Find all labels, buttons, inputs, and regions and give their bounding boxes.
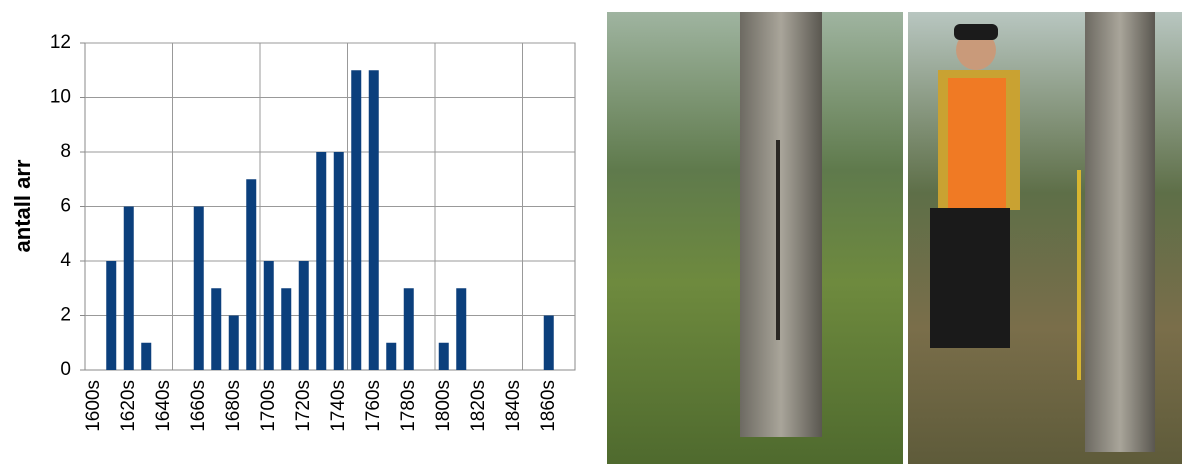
bar <box>246 179 257 370</box>
x-tick-label: 1600s <box>83 380 104 432</box>
y-tick-label: 0 <box>60 359 71 380</box>
bar <box>141 342 152 370</box>
y-tick-label: 12 <box>50 32 71 53</box>
bar <box>333 152 344 370</box>
x-tick-label: 1820s <box>468 380 489 432</box>
x-tick-label: 1700s <box>258 380 279 432</box>
bar <box>281 288 292 370</box>
bar <box>298 261 309 370</box>
bar <box>368 70 379 370</box>
photo-left <box>607 12 903 464</box>
bar <box>438 342 449 370</box>
bar <box>543 315 554 370</box>
x-tick-label: 1660s <box>188 380 209 432</box>
x-tick-label: 1760s <box>363 380 384 432</box>
x-tick-label: 1620s <box>118 380 139 432</box>
x-tick-label: 1720s <box>293 380 314 432</box>
y-tick-label: 8 <box>60 141 71 162</box>
y-tick-label: 2 <box>60 305 71 326</box>
bar <box>263 261 274 370</box>
bar <box>386 342 397 370</box>
photo-right <box>908 12 1182 464</box>
x-tick-label: 1800s <box>433 380 454 432</box>
x-tick-label: 1640s <box>153 380 174 432</box>
bar <box>211 288 222 370</box>
bar <box>228 315 239 370</box>
bar <box>193 206 204 370</box>
bar <box>456 288 467 370</box>
bar <box>351 70 362 370</box>
x-tick-label: 1840s <box>503 380 524 432</box>
y-tick-label: 10 <box>50 87 71 108</box>
y-tick-label: 4 <box>60 250 71 271</box>
bar <box>106 261 117 370</box>
y-tick-label: 6 <box>60 196 71 217</box>
bar <box>123 206 134 370</box>
x-tick-label: 1740s <box>328 380 349 432</box>
y-axis-label: antall arr <box>10 159 35 252</box>
x-tick-label: 1680s <box>223 380 244 432</box>
chart: antall arr 0 2 4 6 8 10 12 1600s 1620s 1640s 1660s… <box>10 32 576 432</box>
x-tick-label: 1780s <box>398 380 419 432</box>
bar <box>403 288 414 370</box>
x-tick-label: 1860s <box>538 380 559 432</box>
bar <box>316 152 327 370</box>
